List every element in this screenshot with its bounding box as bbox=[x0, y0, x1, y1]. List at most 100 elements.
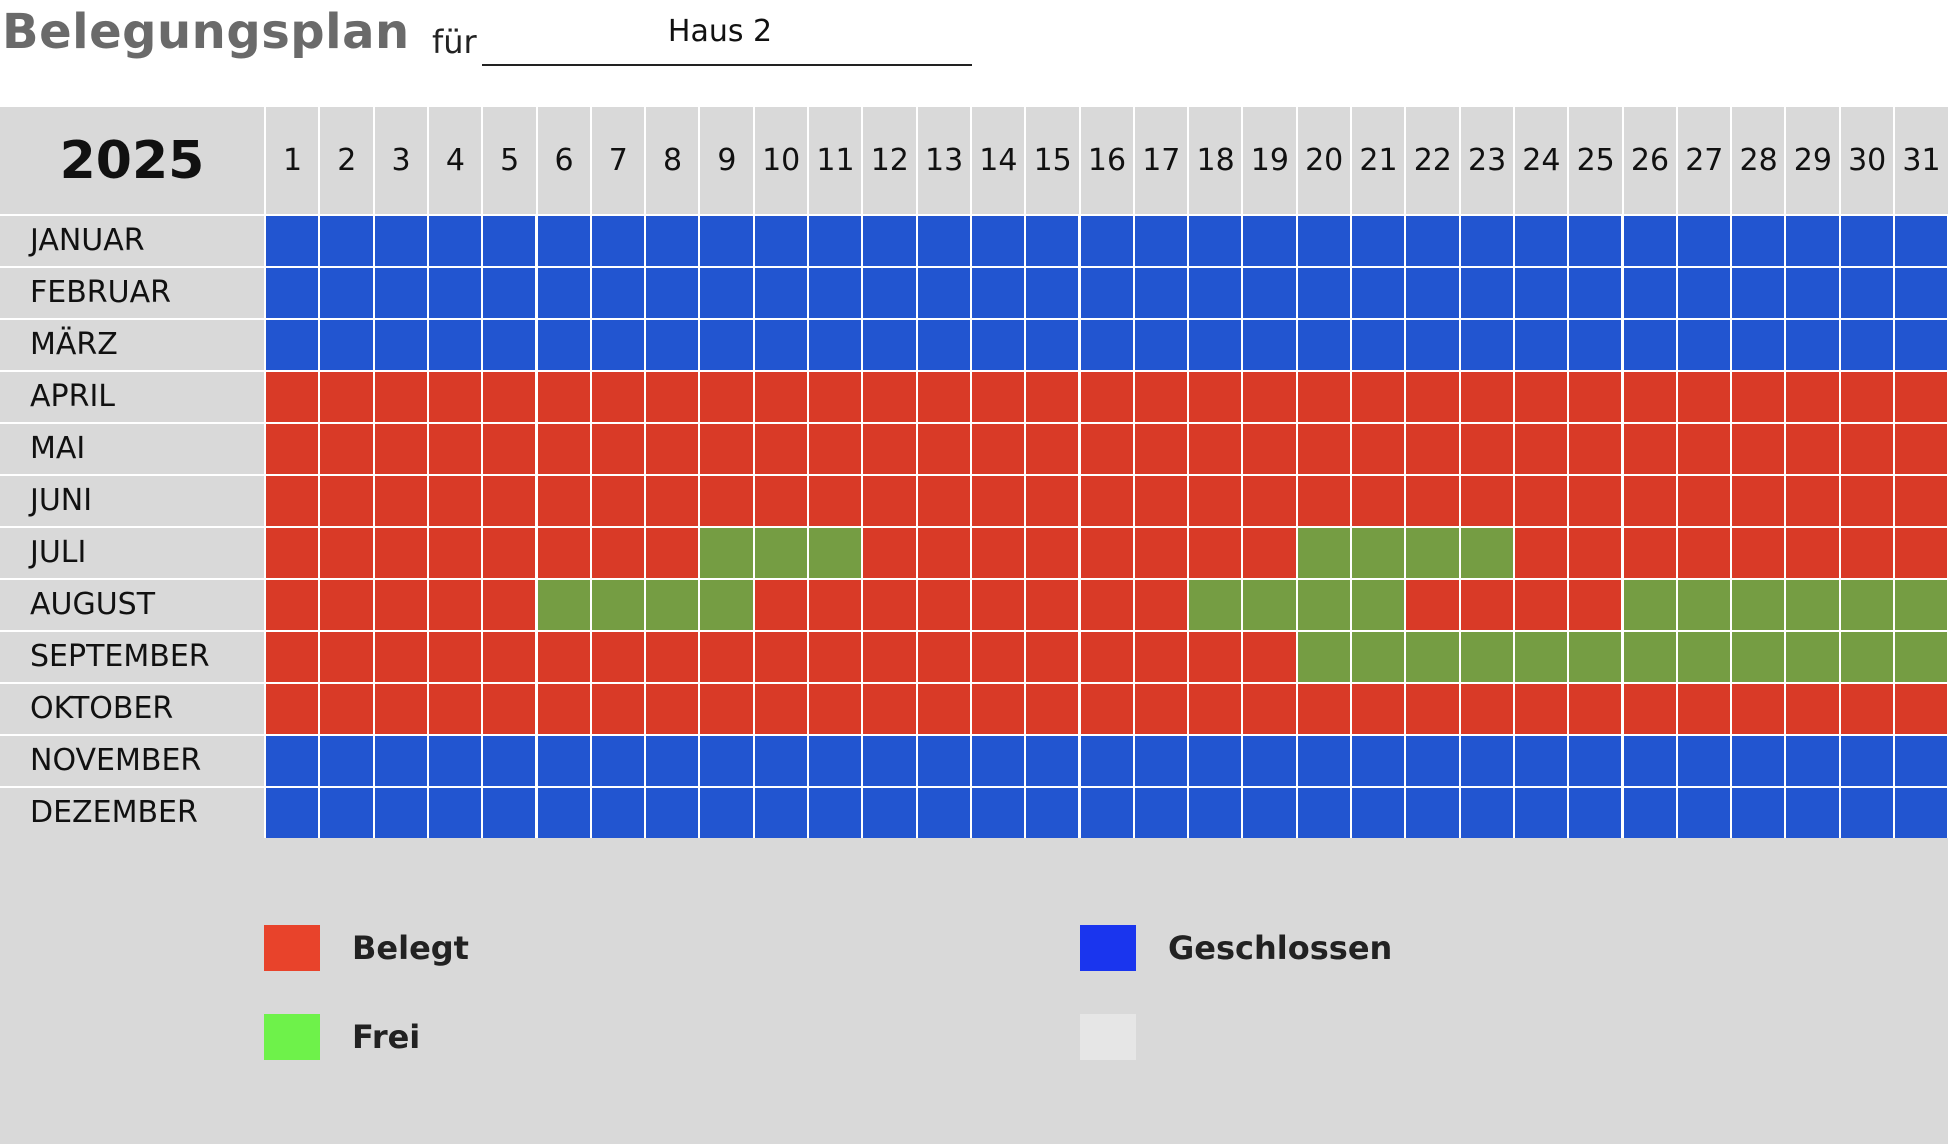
day-cell[interactable] bbox=[320, 632, 373, 682]
day-cell[interactable] bbox=[1840, 476, 1893, 526]
day-cell[interactable] bbox=[1406, 580, 1459, 630]
day-cell[interactable] bbox=[1352, 320, 1405, 370]
day-cell[interactable] bbox=[1460, 476, 1513, 526]
day-cell[interactable] bbox=[428, 528, 482, 578]
day-cell[interactable] bbox=[1732, 476, 1785, 526]
day-cell[interactable] bbox=[917, 528, 970, 578]
day-cell[interactable] bbox=[1406, 372, 1459, 422]
day-cell[interactable] bbox=[1569, 476, 1622, 526]
day-cell[interactable] bbox=[700, 320, 753, 370]
day-cell[interactable] bbox=[591, 684, 645, 734]
day-cell[interactable] bbox=[1514, 684, 1568, 734]
day-cell[interactable] bbox=[1514, 788, 1568, 838]
day-cell[interactable] bbox=[1243, 528, 1296, 578]
day-cell[interactable] bbox=[1732, 372, 1785, 422]
day-cell[interactable] bbox=[428, 580, 482, 630]
day-cell[interactable] bbox=[1786, 684, 1839, 734]
day-cell[interactable] bbox=[809, 372, 862, 422]
day-cell[interactable] bbox=[374, 320, 427, 370]
day-cell[interactable] bbox=[1786, 372, 1839, 422]
day-cell[interactable] bbox=[971, 684, 1025, 734]
day-cell[interactable] bbox=[1514, 736, 1568, 786]
day-cell[interactable] bbox=[374, 476, 427, 526]
day-cell[interactable] bbox=[374, 632, 427, 682]
day-cell[interactable] bbox=[591, 788, 645, 838]
day-cell[interactable] bbox=[1786, 736, 1839, 786]
day-cell[interactable] bbox=[320, 788, 373, 838]
day-cell[interactable] bbox=[863, 268, 916, 318]
day-cell[interactable] bbox=[1406, 216, 1459, 266]
day-cell[interactable] bbox=[1677, 476, 1731, 526]
day-cell[interactable] bbox=[1243, 580, 1296, 630]
day-cell[interactable] bbox=[1514, 268, 1568, 318]
day-cell[interactable] bbox=[646, 476, 699, 526]
day-cell[interactable] bbox=[1352, 216, 1405, 266]
day-cell[interactable] bbox=[1677, 372, 1731, 422]
day-cell[interactable] bbox=[428, 736, 482, 786]
day-cell[interactable] bbox=[1732, 424, 1785, 474]
day-cell[interactable] bbox=[971, 736, 1025, 786]
day-cell[interactable] bbox=[537, 424, 590, 474]
day-cell[interactable] bbox=[1134, 424, 1188, 474]
day-cell[interactable] bbox=[754, 476, 807, 526]
day-cell[interactable] bbox=[1460, 528, 1513, 578]
day-cell[interactable] bbox=[809, 580, 862, 630]
day-cell[interactable] bbox=[1080, 372, 1133, 422]
day-cell[interactable] bbox=[1677, 424, 1731, 474]
day-cell[interactable] bbox=[1352, 424, 1405, 474]
day-cell[interactable] bbox=[1297, 632, 1350, 682]
day-cell[interactable] bbox=[863, 736, 916, 786]
day-cell[interactable] bbox=[1026, 580, 1079, 630]
day-cell[interactable] bbox=[700, 736, 753, 786]
day-cell[interactable] bbox=[1623, 736, 1676, 786]
day-cell[interactable] bbox=[809, 268, 862, 318]
day-cell[interactable] bbox=[1243, 216, 1296, 266]
day-cell[interactable] bbox=[646, 372, 699, 422]
day-cell[interactable] bbox=[1243, 788, 1296, 838]
day-cell[interactable] bbox=[863, 632, 916, 682]
day-cell[interactable] bbox=[809, 216, 862, 266]
day-cell[interactable] bbox=[537, 216, 590, 266]
day-cell[interactable] bbox=[1080, 476, 1133, 526]
day-cell[interactable] bbox=[266, 476, 319, 526]
day-cell[interactable] bbox=[591, 372, 645, 422]
day-cell[interactable] bbox=[646, 424, 699, 474]
day-cell[interactable] bbox=[428, 268, 482, 318]
day-cell[interactable] bbox=[1080, 528, 1133, 578]
day-cell[interactable] bbox=[863, 684, 916, 734]
day-cell[interactable] bbox=[1297, 320, 1350, 370]
day-cell[interactable] bbox=[1895, 684, 1948, 734]
day-cell[interactable] bbox=[1352, 476, 1405, 526]
day-cell[interactable] bbox=[809, 684, 862, 734]
day-cell[interactable] bbox=[320, 476, 373, 526]
day-cell[interactable] bbox=[1623, 788, 1676, 838]
day-cell[interactable] bbox=[1460, 216, 1513, 266]
day-cell[interactable] bbox=[1514, 216, 1568, 266]
day-cell[interactable] bbox=[1134, 788, 1188, 838]
day-cell[interactable] bbox=[1297, 684, 1350, 734]
day-cell[interactable] bbox=[320, 684, 373, 734]
day-cell[interactable] bbox=[1189, 476, 1242, 526]
day-cell[interactable] bbox=[1026, 216, 1079, 266]
day-cell[interactable] bbox=[1840, 632, 1893, 682]
day-cell[interactable] bbox=[809, 736, 862, 786]
day-cell[interactable] bbox=[917, 788, 970, 838]
day-cell[interactable] bbox=[754, 528, 807, 578]
day-cell[interactable] bbox=[1895, 320, 1948, 370]
day-cell[interactable] bbox=[537, 372, 590, 422]
day-cell[interactable] bbox=[428, 684, 482, 734]
day-cell[interactable] bbox=[1406, 320, 1459, 370]
day-cell[interactable] bbox=[1732, 580, 1785, 630]
day-cell[interactable] bbox=[646, 736, 699, 786]
day-cell[interactable] bbox=[917, 216, 970, 266]
day-cell[interactable] bbox=[1840, 528, 1893, 578]
day-cell[interactable] bbox=[917, 320, 970, 370]
day-cell[interactable] bbox=[1786, 528, 1839, 578]
day-cell[interactable] bbox=[754, 216, 807, 266]
day-cell[interactable] bbox=[1569, 216, 1622, 266]
day-cell[interactable] bbox=[374, 684, 427, 734]
day-cell[interactable] bbox=[1352, 788, 1405, 838]
day-cell[interactable] bbox=[971, 580, 1025, 630]
day-cell[interactable] bbox=[537, 684, 590, 734]
day-cell[interactable] bbox=[1026, 684, 1079, 734]
